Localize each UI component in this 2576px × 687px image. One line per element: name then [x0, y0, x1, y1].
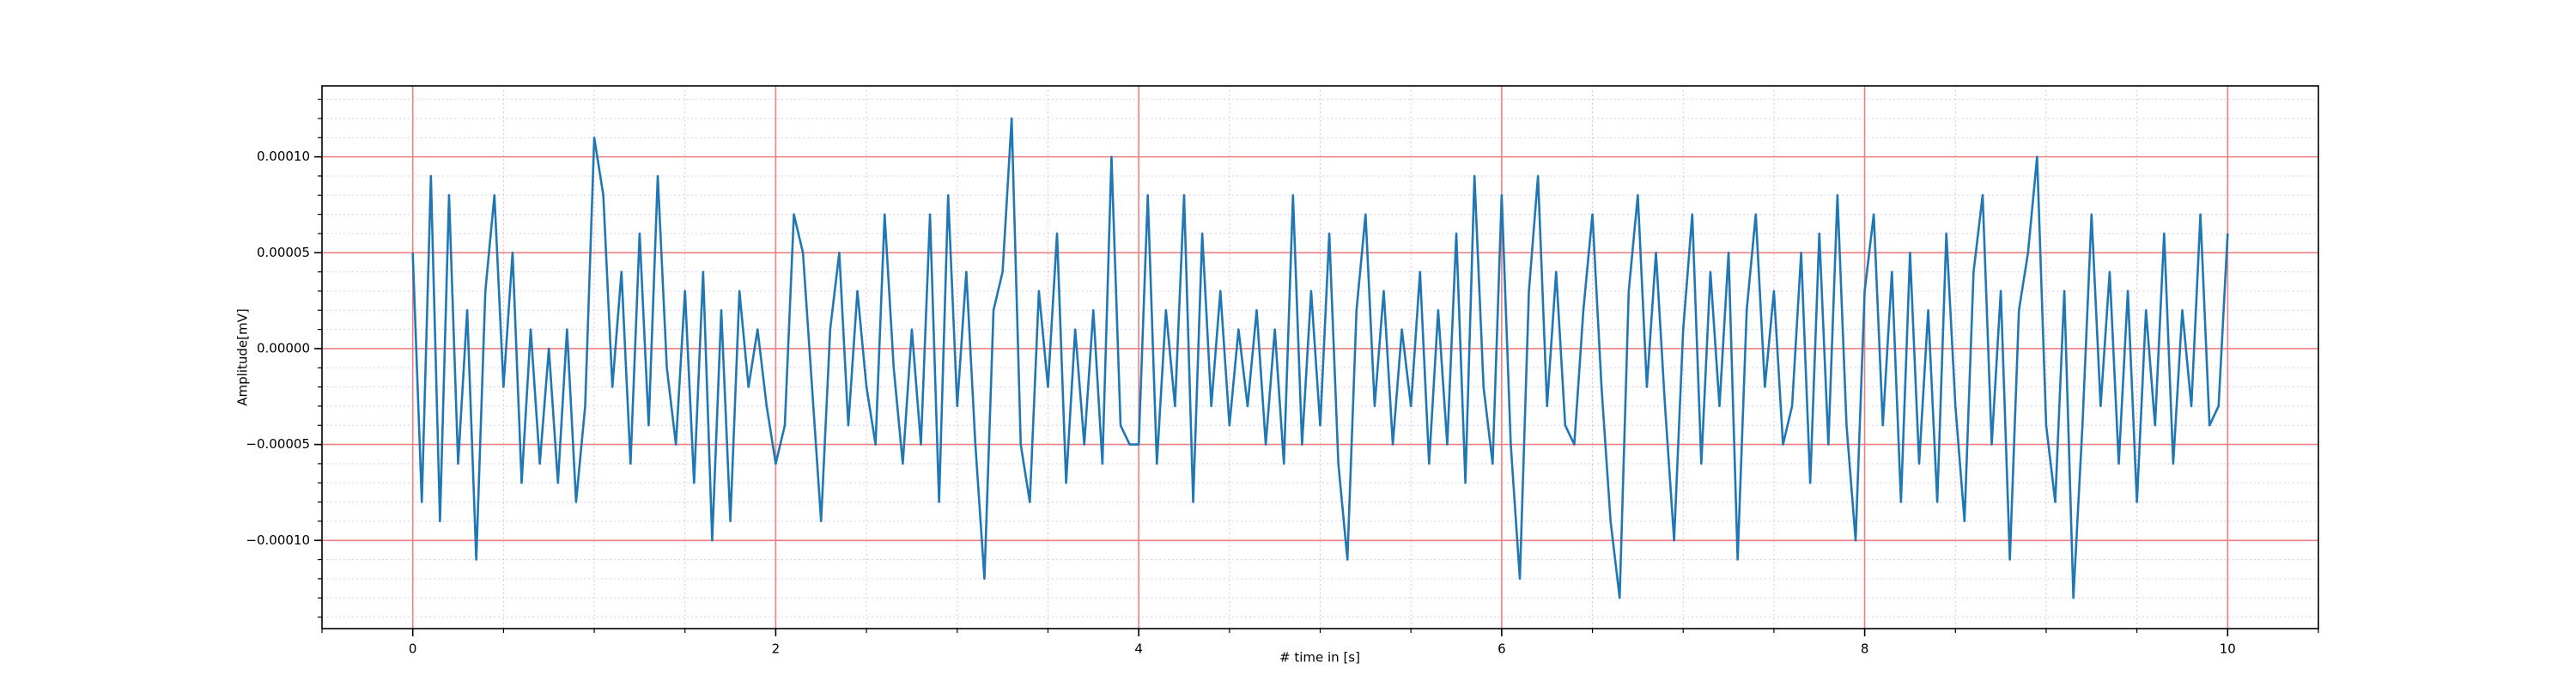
- y-tick-label: −0.00010: [246, 532, 310, 548]
- y-tick-label: −0.00005: [246, 436, 310, 452]
- x-tick-label: 0: [409, 641, 417, 657]
- grid: [318, 86, 2319, 633]
- x-tick-label: 2: [772, 641, 781, 657]
- x-tick-label: 10: [2220, 641, 2236, 657]
- x-axis-label: # time in [s]: [1279, 650, 1360, 666]
- plot-area: [411, 117, 2229, 599]
- x-tick-label: 8: [1861, 641, 1869, 657]
- signal-line: [411, 117, 2229, 599]
- y-tick-label: 0.00005: [257, 245, 310, 260]
- axes-frame: [321, 85, 2319, 629]
- y-tick-label: 0.00010: [257, 149, 310, 164]
- y-tick-label: 0.00000: [257, 340, 310, 356]
- y-axis-label: Amplitude[mV]: [235, 308, 251, 405]
- x-tick-label: 4: [1134, 641, 1143, 657]
- x-tick-label: 6: [1498, 641, 1506, 657]
